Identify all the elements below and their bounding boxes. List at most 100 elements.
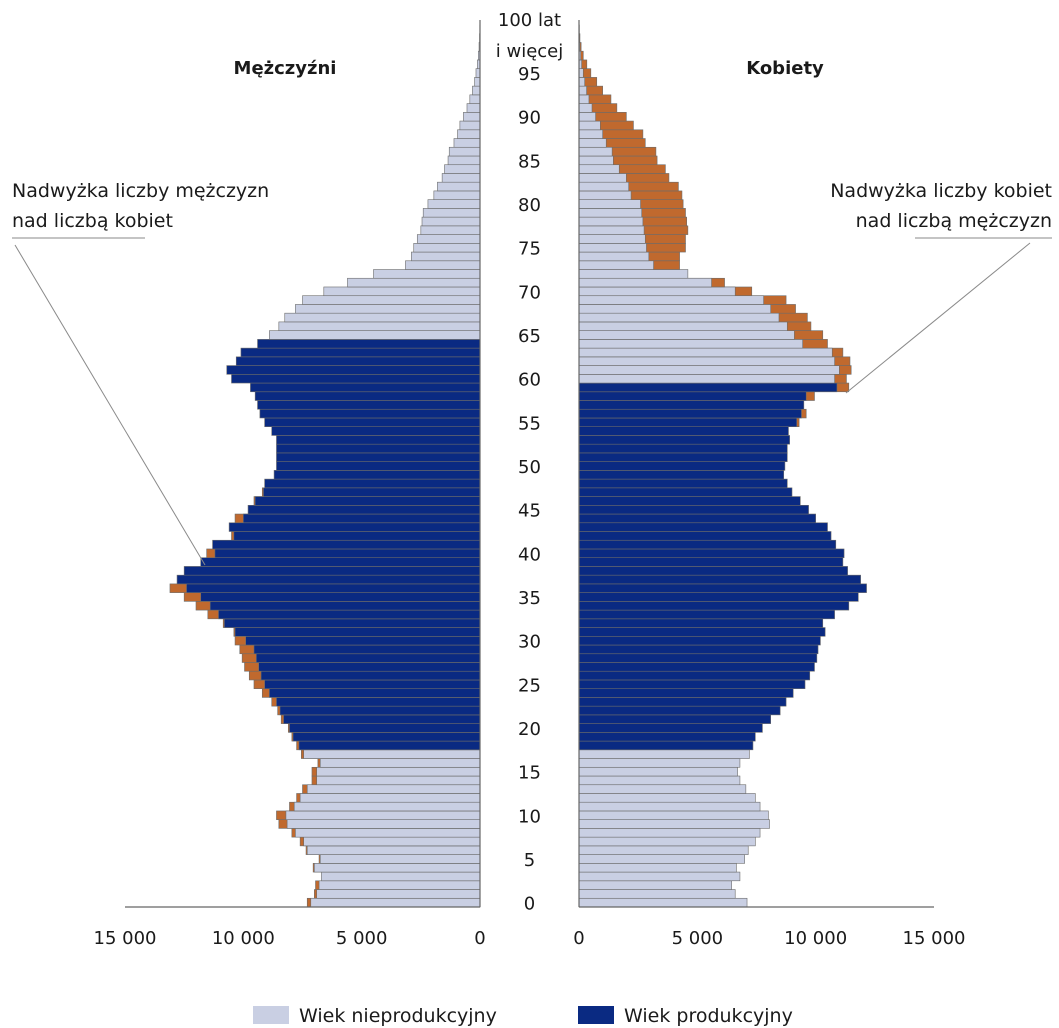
bar-men-age-32 bbox=[224, 618, 481, 628]
bar-women-age-15 bbox=[578, 766, 738, 777]
bar-men-age-38 bbox=[183, 566, 481, 576]
bar-women-age-77 bbox=[578, 225, 645, 235]
age-label-90: 90 bbox=[518, 108, 541, 129]
annotation-men-line-1: Nadwyżka liczby mężczyzn bbox=[12, 180, 269, 202]
x-tick-men-0: 0 bbox=[474, 928, 485, 949]
bar-women-age-32 bbox=[578, 618, 824, 628]
annotation-men-leader bbox=[14, 244, 206, 566]
age-label-10: 10 bbox=[518, 806, 541, 827]
bar-men-age-37 bbox=[176, 574, 481, 585]
bar-women-age-69 bbox=[578, 295, 764, 305]
bar-men-age-47 bbox=[263, 487, 481, 497]
age-label-0: 0 bbox=[524, 894, 535, 915]
bar-women-age-8 bbox=[578, 828, 761, 838]
bar-women-age-85 bbox=[578, 155, 614, 166]
bar-men-age-58 bbox=[254, 391, 481, 401]
age-label-50: 50 bbox=[518, 457, 541, 478]
age-label-75: 75 bbox=[518, 239, 541, 260]
bar-women-age-64 bbox=[578, 339, 803, 349]
bar-men-age-9 bbox=[286, 819, 481, 829]
bar-women-age-49 bbox=[578, 470, 785, 480]
x-tick-women-0: 0 bbox=[573, 928, 584, 949]
bar-men-age-79 bbox=[422, 208, 481, 218]
bar-women-age-54 bbox=[578, 426, 789, 436]
bar-women-age-76 bbox=[578, 234, 646, 244]
bar-women-age-10 bbox=[578, 810, 769, 820]
bar-women-age-38 bbox=[578, 566, 848, 576]
bar-women-age-68 bbox=[578, 304, 771, 314]
bar-women-age-74 bbox=[578, 251, 650, 262]
bar-women-age-16 bbox=[578, 758, 741, 768]
bar-men-age-16 bbox=[319, 758, 481, 768]
bar-women-age-63 bbox=[578, 347, 833, 358]
age-label-35: 35 bbox=[518, 588, 541, 609]
bar-women-age-45 bbox=[578, 504, 809, 515]
bar-men-age-44 bbox=[243, 513, 481, 524]
bar-women-age-89 bbox=[578, 120, 601, 131]
bar-women-age-7 bbox=[578, 836, 756, 847]
annotation-women-line-1: Nadwyżka liczby kobiet bbox=[830, 180, 1052, 202]
bar-women-age-20 bbox=[578, 723, 763, 733]
bar-women-age-46 bbox=[578, 496, 801, 506]
bar-women-age-5 bbox=[578, 854, 745, 864]
bar-men-age-7 bbox=[303, 836, 481, 847]
bar-men-age-75 bbox=[413, 243, 481, 253]
bar-men-age-33 bbox=[218, 609, 481, 620]
bar-men-age-72 bbox=[373, 269, 481, 279]
bar-men-age-36 bbox=[186, 583, 481, 593]
bar-men-age-59 bbox=[250, 382, 481, 393]
bar-men-age-30 bbox=[245, 635, 481, 646]
bar-women-age-2 bbox=[578, 880, 732, 890]
men-title: Mężczyźni bbox=[234, 58, 337, 79]
bar-men-age-70 bbox=[323, 286, 481, 297]
bar-women-age-36 bbox=[578, 583, 867, 593]
bar-men-age-26 bbox=[260, 670, 481, 681]
bar-men-age-4 bbox=[314, 863, 481, 873]
bar-women-age-78 bbox=[578, 216, 644, 227]
bar-men-age-71 bbox=[347, 277, 481, 288]
age-label-30: 30 bbox=[518, 632, 541, 653]
bar-men-age-89 bbox=[459, 120, 481, 131]
bar-men-age-94 bbox=[474, 77, 481, 87]
bar-women-age-67 bbox=[578, 312, 780, 323]
bar-men-age-13 bbox=[306, 784, 481, 794]
bar-women-age-37 bbox=[578, 574, 861, 585]
bar-women-age-66 bbox=[578, 321, 788, 331]
bar-women-age-41 bbox=[578, 539, 837, 550]
bar-men-age-51 bbox=[276, 452, 481, 462]
bar-women-age-13 bbox=[578, 784, 747, 794]
bar-men-age-14 bbox=[316, 775, 481, 786]
bar-men-age-56 bbox=[259, 408, 481, 419]
bar-women-age-88 bbox=[578, 129, 603, 139]
bar-men-age-92 bbox=[469, 94, 481, 104]
bar-men-age-28 bbox=[256, 653, 481, 663]
bar-women-age-86 bbox=[578, 146, 613, 157]
bar-men-age-84 bbox=[444, 164, 481, 174]
bar-women-age-81 bbox=[578, 190, 632, 200]
bar-men-age-1 bbox=[316, 889, 481, 899]
legend-swatch-productive bbox=[578, 1006, 614, 1024]
bar-men-age-80 bbox=[427, 199, 481, 209]
bar-men-age-10 bbox=[285, 810, 481, 820]
bar-women-age-93 bbox=[578, 85, 587, 96]
bar-women-age-53 bbox=[578, 435, 790, 445]
bar-men-age-93 bbox=[472, 85, 481, 96]
age-label-85: 85 bbox=[518, 151, 541, 172]
bar-women-age-40 bbox=[578, 548, 845, 558]
bar-men-age-68 bbox=[295, 304, 481, 314]
bar-women-age-29 bbox=[578, 644, 819, 655]
bar-men-age-85 bbox=[447, 155, 481, 166]
bar-women-age-62 bbox=[578, 356, 835, 366]
annotation-women: Nadwyżka liczby kobiet nad liczbą mężczy… bbox=[830, 180, 1052, 394]
age-label-70: 70 bbox=[518, 282, 541, 303]
x-tick-women-5000: 5 000 bbox=[672, 928, 724, 949]
bar-men-age-31 bbox=[234, 627, 481, 637]
bar-men-age-19 bbox=[292, 732, 481, 742]
bar-men-age-73 bbox=[405, 260, 481, 270]
bar-men-age-15 bbox=[316, 766, 481, 777]
bar-men-age-77 bbox=[420, 225, 481, 235]
bar-men-age-40 bbox=[214, 548, 481, 558]
bar-women-age-26 bbox=[578, 670, 811, 681]
bar-women-age-9 bbox=[578, 819, 770, 829]
bar-women-age-33 bbox=[578, 609, 835, 620]
